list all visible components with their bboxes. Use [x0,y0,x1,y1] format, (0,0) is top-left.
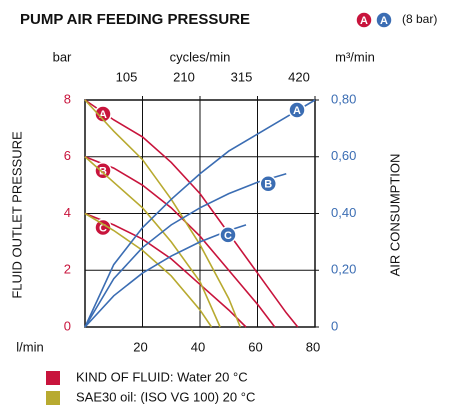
x-tick-label: 60 [248,339,262,354]
legend-swatch [46,391,60,405]
y-tick-label: 2 [64,262,71,277]
y2-tick-label: 0,20 [331,262,356,277]
y-unit: bar [53,49,72,64]
chart-title: PUMP AIR FEEDING PRESSURE [20,11,250,28]
y-tick-label: 4 [64,205,71,220]
x2-tick-label: 315 [231,69,253,84]
y2-label: AIR CONSUMPTION [387,154,402,277]
badge-label: A [380,15,388,27]
series-line [84,99,316,328]
y2-unit: m³/min [335,49,375,64]
badge [288,101,306,119]
y2-tick-label: 0 [331,318,338,333]
badge [375,11,393,29]
y-label: FLUID OUTLET PRESSURE [9,131,24,299]
badge [355,11,373,29]
y2-tick-label: 0,40 [331,205,356,220]
badge-label: A [293,105,301,117]
badge-label: C [99,222,107,234]
legend-label: SAE30 oil: (ISO VG 100) 20 °C [76,389,255,404]
legend-label: KIND OF FLUID: Water 20 °C [76,369,248,384]
x-tick-label: 20 [133,339,147,354]
y-tick-label: 0 [64,318,71,333]
series-line [84,156,221,328]
x2-label: cycles/min [170,49,231,64]
series-line [84,173,287,328]
y2-tick-label: 0,80 [331,91,356,106]
x2-tick-label: 105 [116,69,138,84]
badge-label: A [360,15,368,27]
badge-label: B [264,179,272,191]
badge-label: C [224,230,232,242]
note: (8 bar) [402,12,437,26]
legend-swatch [46,371,60,385]
x2-tick-label: 210 [173,69,195,84]
badge [94,162,112,180]
series-line [84,212,213,328]
y2-tick-label: 0,60 [331,148,356,163]
x-tick-label: 80 [306,339,320,354]
badge [219,226,237,244]
badge [94,218,112,237]
y-tick-label: 8 [64,91,71,106]
y-tick-label: 6 [64,148,71,163]
x2-tick-label: 420 [288,69,310,84]
badge [259,175,277,193]
badge-label: A [99,109,107,121]
series-line [84,99,299,328]
series-line [84,212,247,328]
x-unit: l/min [16,339,43,354]
badge-label: B [99,166,107,178]
x-tick-label: 40 [191,339,205,354]
badge [94,105,112,123]
